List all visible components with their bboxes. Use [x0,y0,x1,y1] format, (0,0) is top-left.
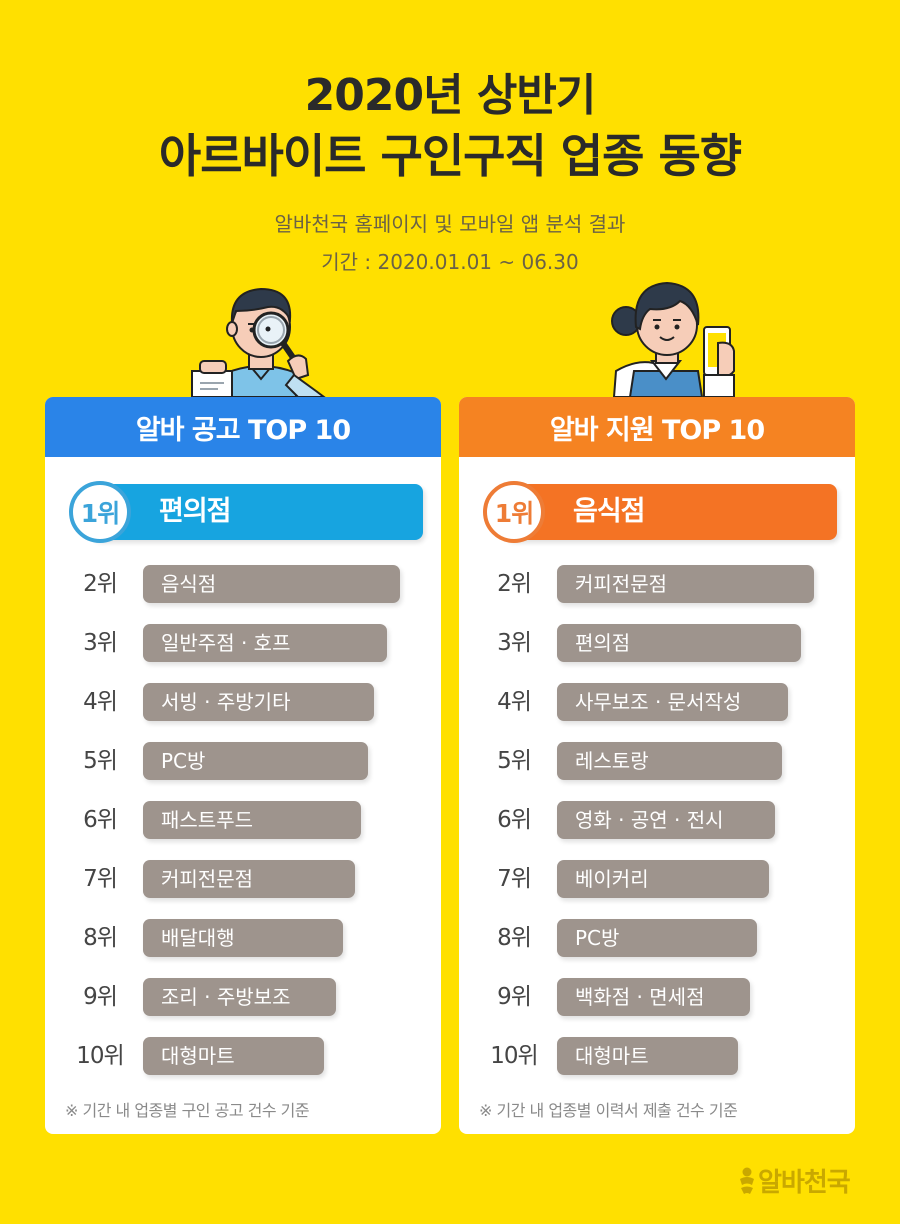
albachunguk-logo: 알바천국 [738,1162,851,1199]
rank-row: 9위 조리 · 주방보조 [45,978,441,1016]
rank-number: 10위 [490,1043,538,1069]
job-applications-top10-card: 알바 지원 TOP 10 1위 음식점 2위 커피전문점 3위 편의점 4위 사… [459,397,855,1134]
rank-row: 5위 PC방 [45,742,441,780]
rank-number: 5위 [497,748,532,774]
rank-row: 3위 편의점 [459,624,855,662]
rank-number: 8위 [83,925,118,951]
rank1-label: 음식점 [573,496,646,527]
rank-row: 10위 대형마트 [459,1037,855,1075]
rank-bar: 일반주점 · 호프 [143,624,387,662]
rank-number: 9위 [497,984,532,1010]
rank-row: 4위 사무보조 · 문서작성 [459,683,855,721]
card-title: 알바 지원 TOP 10 [459,397,855,457]
subtitle: 알바천국 홈페이지 및 모바일 앱 분석 결과 [274,212,626,236]
rank-bar: 음식점 [143,565,400,603]
rank-number: 3위 [83,630,118,656]
card-title: 알바 공고 TOP 10 [45,397,441,457]
rank-number: 4위 [83,689,118,715]
rank-row: 10위 대형마트 [45,1037,441,1075]
footnote: ※ 기간 내 업종별 이력서 제출 건수 기준 [479,1101,738,1120]
rank-row: 3위 일반주점 · 호프 [45,624,441,662]
rank-row: 9위 백화점 · 면세점 [459,978,855,1016]
rank-row: 6위 영화 · 공연 · 전시 [459,801,855,839]
rank-bar: 대형마트 [143,1037,324,1075]
rank-row: 2위 커피전문점 [459,565,855,603]
page-title-line2: 아르바이트 구인구직 업종 동향 [158,129,742,183]
rank-number: 7위 [83,866,118,892]
rank1-label: 편의점 [159,496,232,527]
rank-number: 7위 [497,866,532,892]
rank-bar: 편의점 [557,624,801,662]
rank-bar: 베이커리 [557,860,769,898]
rank-row: 8위 PC방 [459,919,855,957]
footnote: ※ 기간 내 업종별 구인 공고 건수 기준 [65,1101,310,1120]
rank-number: 6위 [497,807,532,833]
rank-bar: PC방 [557,919,757,957]
logo-text: 알바천국 [758,1168,851,1198]
rank-number: 8위 [497,925,532,951]
rank-bar: 커피전문점 [143,860,355,898]
rank-number: 2위 [497,571,532,597]
rank-bar: 조리 · 주방보조 [143,978,336,1016]
rank-bar: 패스트푸드 [143,801,361,839]
rank-number: 9위 [83,984,118,1010]
rank-row: 6위 패스트푸드 [45,801,441,839]
rank-bar: 대형마트 [557,1037,738,1075]
rank1-row: 1위 음식점 [483,481,837,543]
rank-row: 4위 서빙 · 주방기타 [45,683,441,721]
rank-row: 5위 레스토랑 [459,742,855,780]
rank-bar: 영화 · 공연 · 전시 [557,801,775,839]
rank-bar: PC방 [143,742,368,780]
rank1-bar [91,484,423,540]
rank-bar: 배달대행 [143,919,343,957]
rank-number: 2위 [83,571,118,597]
rank-row: 8위 배달대행 [45,919,441,957]
rank-row: 2위 음식점 [45,565,441,603]
rank-bar: 레스토랑 [557,742,782,780]
period-text: 기간 : 2020.01.01 ~ 06.30 [321,250,579,274]
rank-number: 5위 [83,748,118,774]
man-with-magnifying-glass-icon [186,275,336,398]
rank-number: 3위 [497,630,532,656]
job-postings-top10-card: 알바 공고 TOP 10 1위 편의점 2위 음식점 3위 일반주점 · 호프 … [45,397,441,1134]
rank1-badge: 1위 [483,481,545,543]
rank-row: 7위 베이커리 [459,860,855,898]
rank-bar: 백화점 · 면세점 [557,978,750,1016]
rank-bar: 사무보조 · 문서작성 [557,683,788,721]
woman-holding-phone-icon [600,275,750,398]
rank-bar: 서빙 · 주방기타 [143,683,374,721]
rank-number: 4위 [497,689,532,715]
rank1-row: 1위 편의점 [69,481,423,543]
rank1-bar [505,484,837,540]
rank-bar: 커피전문점 [557,565,814,603]
rank1-badge: 1위 [69,481,131,543]
rank-number: 6위 [83,807,118,833]
page-title-line1: 2020년 상반기 [304,70,597,121]
rank-number: 10위 [76,1043,124,1069]
rank-row: 7위 커피전문점 [45,860,441,898]
bee-icon [740,1167,754,1194]
